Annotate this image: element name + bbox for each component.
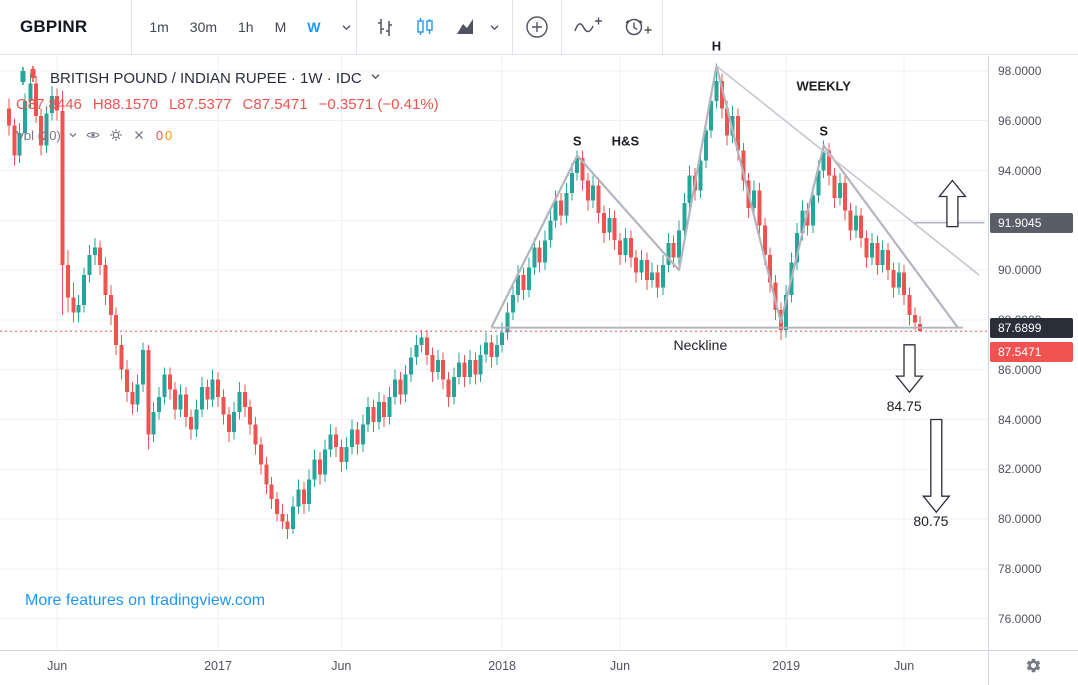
alert-clock-button[interactable] xyxy=(612,9,662,45)
chart-area: S H&S H WEEKLY S Neckline 84.75 80.75 BRITISH P… xyxy=(0,39,988,650)
toolbar-separator xyxy=(131,0,133,55)
volume-value-0: 0 xyxy=(155,127,164,143)
tradingview-link[interactable]: More features on tradingview.com xyxy=(25,592,266,609)
candles-style-button[interactable] xyxy=(405,11,445,43)
price-tick: 96.0000 xyxy=(998,113,1042,128)
time-label-2018: 2018 xyxy=(488,659,516,673)
chart-style-group xyxy=(357,11,512,43)
price-tick: 80.0000 xyxy=(998,512,1042,527)
ohlc-values: O87.8446 H88.1570 L87.5377 C87.5471 xyxy=(16,96,308,113)
ohlc-h-value: H88.1570 xyxy=(92,96,158,113)
legend-chevron-down-icon[interactable] xyxy=(370,69,381,87)
time-label-Jun: Jun xyxy=(47,659,68,673)
interval-button-1h[interactable]: 1h xyxy=(238,19,254,35)
interval-group: 1m 30m 1h M W xyxy=(132,17,337,37)
price-badge-87.6899: 87.6899 xyxy=(990,317,1073,338)
toolbar-separator xyxy=(356,0,358,55)
price-tick: 78.0000 xyxy=(998,561,1042,576)
top-toolbar: GBPINR 1m 30m 1h M W xyxy=(0,0,1078,55)
symbol-title[interactable]: GBPINR xyxy=(20,17,88,36)
price-axis[interactable]: 98.000096.000094.000092.000090.000088.00… xyxy=(988,56,1078,650)
volume-label: Vol (20) xyxy=(16,127,61,143)
legend-ohlc-row: O87.8446 H88.1570 L87.5377 C87.5471 −0.3571… xyxy=(16,96,439,113)
ohlc-c-value: C87.5471 xyxy=(242,96,308,113)
volume-settings-gear-icon[interactable] xyxy=(108,127,124,143)
price-badge-87.5471: 87.5471 xyxy=(990,342,1073,363)
time-label-Jun: Jun xyxy=(609,659,631,673)
volume-close-icon[interactable] xyxy=(131,127,147,143)
bars-style-button[interactable] xyxy=(365,11,405,43)
time-label-Jun: Jun xyxy=(331,659,352,673)
compare-button[interactable] xyxy=(513,8,561,46)
candlestick-chart[interactable] xyxy=(0,56,988,650)
style-dropdown-chevron-icon[interactable] xyxy=(485,20,504,35)
drawing-tools-button[interactable] xyxy=(562,9,612,45)
axis-settings-corner[interactable] xyxy=(988,650,1078,685)
price-tick: 82.0000 xyxy=(998,462,1042,477)
interval-dropdown-chevron-icon[interactable] xyxy=(337,20,356,35)
volume-eye-icon[interactable] xyxy=(85,127,101,143)
time-label-2017: 2017 xyxy=(204,659,232,673)
volume-chevron-down-icon[interactable] xyxy=(68,128,78,143)
time-axis[interactable]: Jun 2017 Jun 2018 Jun 2019 Jun xyxy=(0,650,988,685)
time-label-Jun: Jun xyxy=(894,659,915,673)
gear-icon[interactable] xyxy=(1025,657,1042,679)
instrument-logo-icon xyxy=(16,65,42,92)
price-tick: 76.0000 xyxy=(998,611,1042,626)
change-value: −0.3571 (−0.41%) xyxy=(318,96,439,113)
price-tick: 84.0000 xyxy=(998,412,1042,427)
price-tick: 94.0000 xyxy=(998,163,1042,178)
toolbar-separator xyxy=(662,0,664,55)
time-label-2019: 2019 xyxy=(772,659,801,673)
chart-legend: BRITISH POUND / INDIAN RUPEE · 1W · IDC … xyxy=(16,65,439,143)
legend-title: BRITISH POUND / INDIAN RUPEE · 1W · IDC xyxy=(50,69,362,87)
toolbar-separator xyxy=(561,0,563,55)
area-style-button[interactable] xyxy=(445,11,485,43)
price-tick: 90.0000 xyxy=(998,263,1042,278)
ohlc-o-value: O87.8446 xyxy=(16,96,82,113)
price-tick: 86.0000 xyxy=(998,362,1042,377)
interval-button-1m[interactable]: 1m xyxy=(149,19,169,35)
price-tick: 98.0000 xyxy=(998,63,1042,78)
interval-button-M[interactable]: M xyxy=(274,19,287,35)
interval-button-W[interactable]: W xyxy=(307,19,321,35)
interval-button-30m[interactable]: 30m xyxy=(189,19,218,35)
toolbar-separator xyxy=(512,0,514,55)
price-badge-91.9045: 91.9045 xyxy=(990,212,1073,233)
legend-title-row[interactable]: BRITISH POUND / INDIAN RUPEE · 1W · IDC xyxy=(16,65,439,92)
volume-value-1: 0 xyxy=(165,127,173,143)
ohlc-l-value: L87.5377 xyxy=(168,96,232,113)
